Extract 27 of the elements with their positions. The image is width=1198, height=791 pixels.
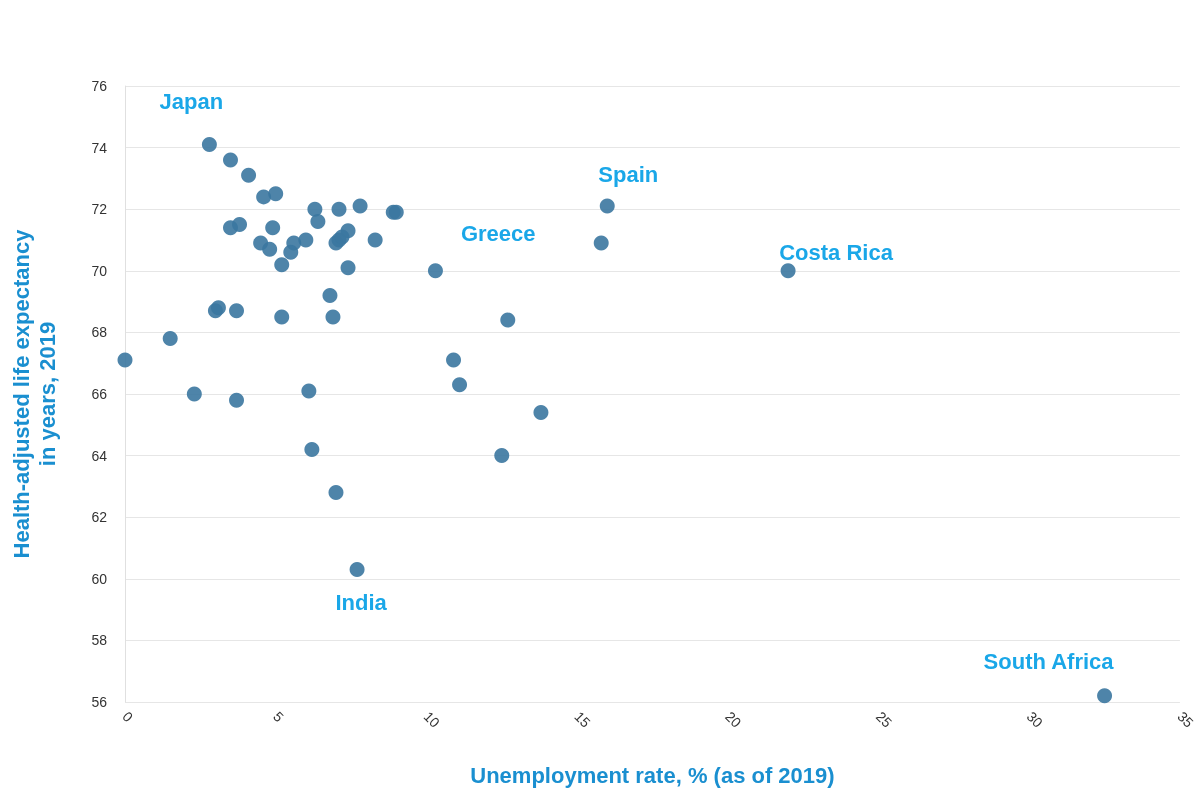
y-tick-label: 58: [91, 632, 108, 649]
y-tick-label: 62: [91, 509, 108, 526]
y-tick-label: 70: [91, 262, 108, 279]
y-tick-label: 74: [91, 139, 108, 156]
annotation: Japan: [159, 89, 224, 115]
y-tick-label: 72: [91, 201, 108, 218]
y-tick-label: 68: [91, 324, 108, 341]
annotation: India: [335, 590, 388, 616]
y-tick-label: 76: [91, 78, 108, 94]
x-tick-label: 10: [420, 708, 444, 731]
annotation: Greece: [460, 220, 536, 246]
x-axis-title: Unemployment rate, % (as of 2019): [470, 762, 835, 788]
y-axis-title: Health-adjusted life expectancy in years, 2019: [8, 228, 60, 559]
annotation: Spain: [598, 161, 659, 187]
annotation: South Africa: [983, 649, 1115, 675]
x-tick-label: 20: [722, 708, 745, 731]
y-tick-label: 66: [91, 386, 108, 402]
y-tick-label: 64: [91, 447, 108, 464]
y-tick-label: 60: [91, 570, 108, 587]
x-tick-label: 30: [1023, 708, 1047, 731]
x-tick-label: 0: [119, 708, 137, 726]
annotation: Costa Rica: [779, 240, 894, 266]
y-tick-label: 56: [91, 694, 108, 710]
x-tick-label: 15: [571, 708, 594, 731]
x-tick-label: 5: [270, 708, 288, 726]
x-tick-label: 25: [872, 708, 896, 731]
x-tick-label: 35: [1174, 708, 1197, 731]
